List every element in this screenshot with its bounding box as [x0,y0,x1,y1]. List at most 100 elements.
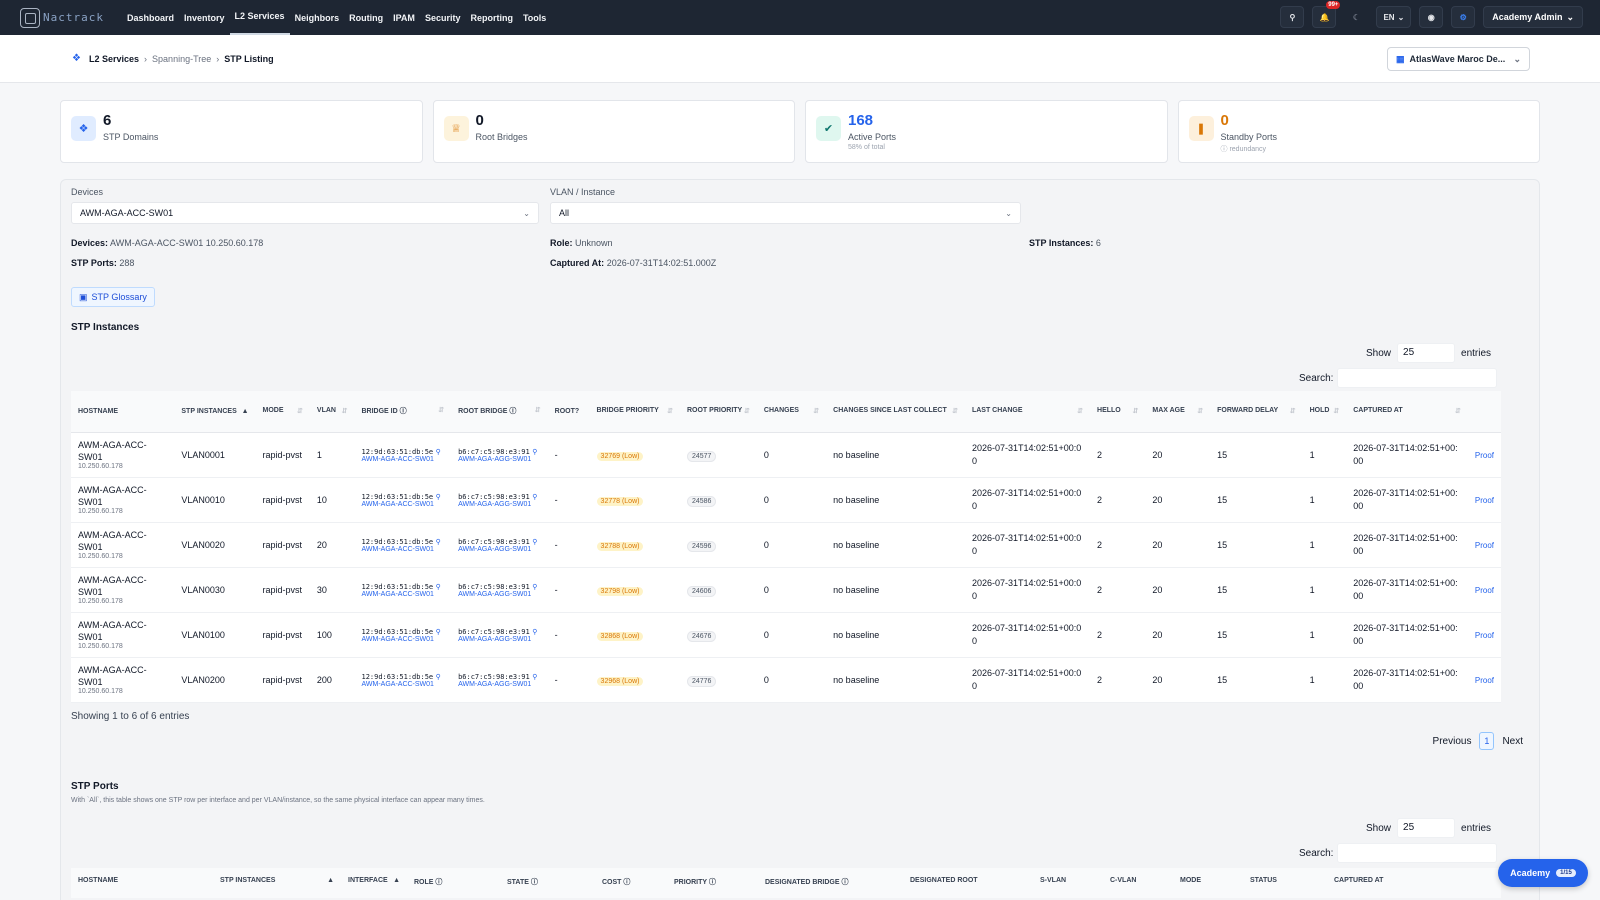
page-length-select[interactable]: 25 [1397,343,1456,363]
col-designated-bridge[interactable]: DESIGNATED BRIDGE ⓘ [758,868,903,898]
language-select[interactable]: EN ⌄ [1376,6,1412,28]
col-role[interactable]: ROLE ⓘ [407,868,500,898]
col-mode[interactable]: MODE ⇵ [255,391,310,433]
col-bridge-priority[interactable]: BRIDGE PRIORITY ⇵ [589,391,680,433]
settings-button[interactable]: ⚙ [1451,6,1476,28]
academy-progress-badge: 1/15 [1556,869,1576,877]
col-c-vlan[interactable]: C-VLAN [1103,868,1173,898]
bridge-host-link[interactable]: AWM-AGA-ACC-SW01 [361,636,434,643]
devices-select[interactable]: AWM-AGA-ACC-SW01 ⌄ [71,202,539,224]
proof-link[interactable]: Proof [1474,495,1494,505]
nav-neighbors[interactable]: Neighbors [294,12,340,23]
col-max-age[interactable]: MAX AGE ⇵ [1145,391,1211,433]
ports-search-input[interactable] [1337,843,1498,863]
nav-l2-services[interactable]: L2 Services [229,1,290,35]
col-stp-instances[interactable]: STP INSTANCES ▲ [213,868,341,898]
search-icon[interactable]: ⚲ [435,584,441,591]
search-icon[interactable]: ⚲ [435,539,441,546]
nav-inventory[interactable]: Inventory [184,12,225,23]
root-host-link[interactable]: AWM-AGA-AGG-SW01 [458,591,532,598]
brand-logo[interactable]: Nactrack [20,7,120,28]
tenant-select[interactable]: ▦ AtlasWave Maroc De... ⌄ [1387,47,1530,71]
col-s-vlan[interactable]: S-VLAN [1033,868,1103,898]
bot-button[interactable]: ◉ [1419,6,1444,28]
bridge-host-link[interactable]: AWM-AGA-ACC-SW01 [361,456,434,463]
col-designated-root[interactable]: DESIGNATED ROOT [903,868,1033,898]
col-root-bridge[interactable]: ROOT BRIDGE ⓘ ⇵ [451,391,548,433]
col-captured-at[interactable]: CAPTURED AT [1327,868,1501,898]
root-host-link[interactable]: AWM-AGA-AGG-SW01 [458,456,532,463]
search-icon[interactable]: ⚲ [532,539,538,546]
col-mode[interactable]: MODE [1173,868,1243,898]
bridge-mac: 12:9d:63:51:db:5e [361,628,434,636]
bridge-host-link[interactable]: AWM-AGA-ACC-SW01 [361,546,434,553]
col-hello[interactable]: HELLO ⇵ [1090,391,1146,433]
col-changes[interactable]: CHANGES ⇵ [756,391,827,433]
previous-button[interactable]: Previous [1432,735,1472,747]
nav-ipam[interactable]: IPAM [393,12,415,23]
nav-tools[interactable]: Tools [522,12,547,23]
proof-link[interactable]: Proof [1474,450,1494,460]
col-cost[interactable]: COST ⓘ [595,868,667,898]
col-root[interactable]: ROOT? [547,391,590,433]
col-label: HELLO [1097,407,1121,415]
col-label: BRIDGE PRIORITY [596,407,659,415]
col-vlan[interactable]: VLAN ⇵ [309,391,355,433]
nav-routing[interactable]: Routing [349,12,384,23]
cell-hold: 1 [1302,612,1347,658]
bridge-host-link[interactable]: AWM-AGA-ACC-SW01 [361,591,434,598]
proof-link[interactable]: Proof [1474,630,1494,640]
vlan-select[interactable]: All ⌄ [550,202,1021,224]
col-hostname[interactable]: HOSTNAME [71,391,175,433]
col-priority[interactable]: PRIORITY ⓘ [667,868,758,898]
col-interface[interactable]: INTERFACE ▲ [341,868,407,898]
nav-reporting[interactable]: Reporting [470,12,513,23]
page-length-select[interactable]: 25 [1397,818,1456,838]
col-hostname[interactable]: HOSTNAME [71,868,213,898]
root-host-link[interactable]: AWM-AGA-AGG-SW01 [458,636,532,643]
breadcrumb-l2-services[interactable]: L2 Services [89,54,140,64]
next-button[interactable]: Next [1502,735,1523,747]
theme-toggle[interactable]: ☾ [1344,6,1368,28]
proof-link[interactable]: Proof [1474,585,1494,595]
col-status[interactable]: STATUS [1243,868,1327,898]
nav-dashboard[interactable]: Dashboard [127,12,175,23]
search-icon[interactable]: ⚲ [532,629,538,636]
search-icon[interactable]: ⚲ [532,494,538,501]
col-hold[interactable]: HOLD ⇵ [1302,391,1347,433]
search-button[interactable]: ⚲ [1280,6,1305,28]
breadcrumb-spanning-tree[interactable]: Spanning-Tree [152,54,212,64]
col-stp-instances[interactable]: STP INSTANCES ▲ [174,391,256,433]
bridge-host-link[interactable]: AWM-AGA-ACC-SW01 [361,681,434,688]
col-state[interactable]: STATE ⓘ [500,868,595,898]
proof-link[interactable]: Proof [1474,540,1494,550]
search-icon[interactable]: ⚲ [435,449,441,456]
col-bridge-id[interactable]: BRIDGE ID ⓘ ⇵ [354,391,452,433]
col-forward-delay[interactable]: FORWARD DELAY ⇵ [1210,391,1303,433]
search-icon[interactable]: ⚲ [532,584,538,591]
user-menu[interactable]: Academy Admin ⌄ [1483,6,1583,28]
root-host-link[interactable]: AWM-AGA-AGG-SW01 [458,546,532,553]
page-1-button[interactable]: 1 [1479,732,1495,750]
search-icon[interactable]: ⚲ [435,629,441,636]
col-captured-at[interactable]: CAPTURED AT ⇵ [1346,391,1468,433]
proof-link[interactable]: Proof [1474,675,1494,685]
col-last-change[interactable]: LAST CHANGE ⇵ [964,391,1091,433]
nav-security[interactable]: Security [424,12,461,23]
notifications-button[interactable]: 🔔 99+ [1312,1,1341,28]
cell-mode: rapid-pvst [255,477,310,523]
col-changes-since[interactable]: CHANGES SINCE LAST COLLECT ⇵ [826,391,965,433]
priority-badge: 24596 [686,540,717,552]
search-icon[interactable]: ⚲ [435,674,441,681]
root-host-link[interactable]: AWM-AGA-AGG-SW01 [458,681,532,688]
academy-button[interactable]: Academy 1/15 [1498,859,1588,887]
stp-glossary-button[interactable]: ▣ STP Glossary [71,287,155,307]
root-host-link[interactable]: AWM-AGA-AGG-SW01 [458,501,532,508]
search-icon[interactable]: ⚲ [532,449,538,456]
instances-search-input[interactable] [1337,368,1498,388]
col-root-priority[interactable]: ROOT PRIORITY ⇵ [679,391,757,433]
bridge-host-link[interactable]: AWM-AGA-ACC-SW01 [361,501,434,508]
search-icon[interactable]: ⚲ [532,674,538,681]
cell-captured-at: 2026-07-31T14:02:51+00:00 [1346,657,1468,703]
search-icon[interactable]: ⚲ [435,494,441,501]
